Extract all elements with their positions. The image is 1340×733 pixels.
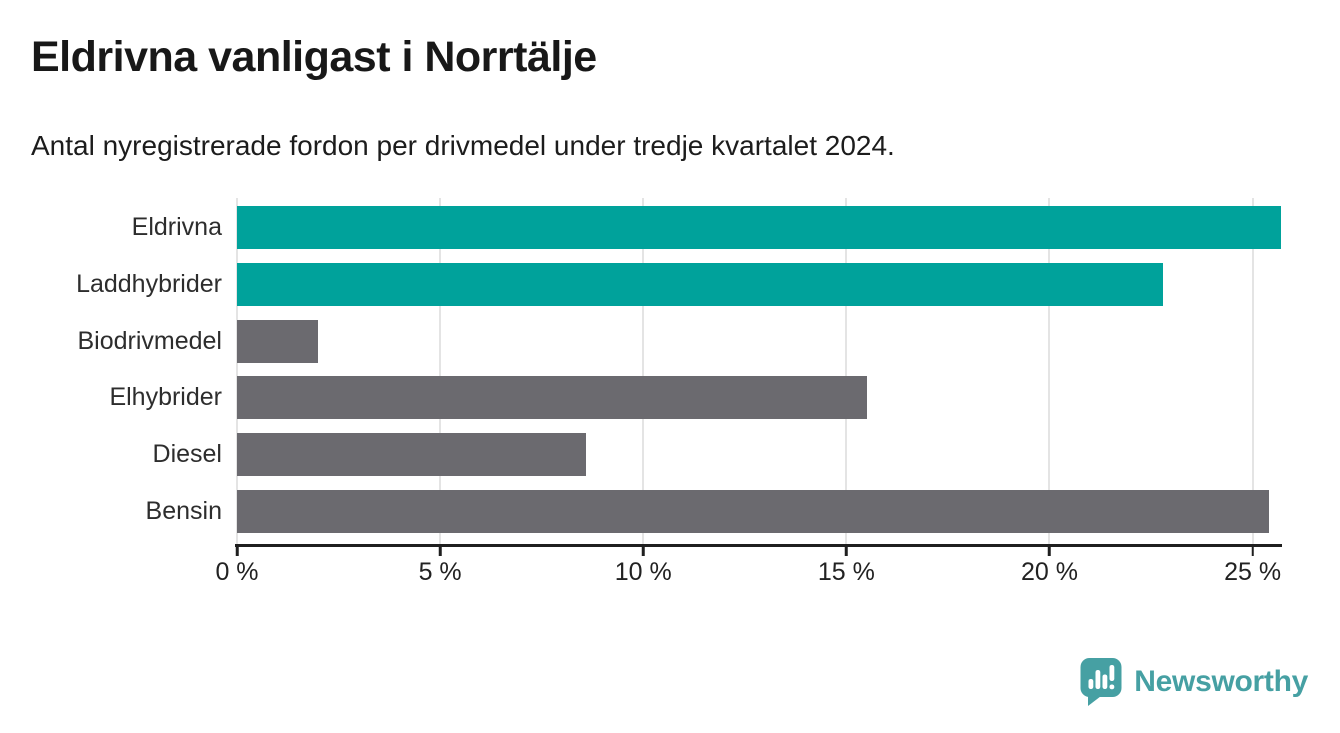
category-label: Diesel xyxy=(152,440,222,469)
newsworthy-bubble-icon xyxy=(1080,658,1122,706)
category-label: Elhybrider xyxy=(109,383,222,412)
category-label: Laddhybrider xyxy=(76,269,222,298)
gridline xyxy=(236,198,238,546)
newsworthy-logo: Newsworthy xyxy=(1079,657,1308,707)
x-axis-tick xyxy=(641,547,645,556)
x-axis-tick xyxy=(1048,547,1051,556)
gridline xyxy=(439,198,442,546)
category-label: Eldrivna xyxy=(131,213,222,241)
x-axis-tick-label: 15 % xyxy=(817,558,875,586)
gridline xyxy=(845,198,848,546)
x-axis-tick-label: 10 % xyxy=(614,558,672,586)
bar-elhybrider xyxy=(237,376,867,420)
bar-laddhybrider xyxy=(237,262,1164,306)
chart-subtitle: Antal nyregistrerade fordon per drivmede… xyxy=(31,130,895,161)
x-axis-tick xyxy=(235,547,239,556)
category-label: Bensin xyxy=(145,497,222,525)
category-label: Biodrivmedel xyxy=(77,326,222,355)
gridline xyxy=(642,198,645,546)
plot-area: 0 % 5 % 10 % 15 % 20 % 25 % xyxy=(215,198,1282,586)
newsworthy-wordmark: Newsworthy xyxy=(1134,665,1308,698)
x-axis-tick xyxy=(438,547,442,556)
x-axis-tick-label: 25 % xyxy=(1224,558,1282,586)
bar-eldrivna xyxy=(237,206,1281,249)
x-axis-line xyxy=(235,544,1282,547)
gridline xyxy=(1048,198,1051,546)
x-axis-tick-label: 20 % xyxy=(1020,558,1078,586)
x-axis-tick-label: 5 % xyxy=(418,558,462,586)
bar-biodrivmedel xyxy=(237,319,319,363)
x-axis-tick xyxy=(1251,547,1254,556)
chart-title: Eldrivna vanligast i Norrtälje xyxy=(31,33,597,81)
bar-diesel xyxy=(237,433,587,477)
x-axis-tick xyxy=(845,547,848,556)
bar-bensin xyxy=(237,490,1269,533)
gridline xyxy=(1251,198,1254,546)
x-axis-tick-label: 0 % xyxy=(215,558,259,586)
y-axis-category-labels: Eldrivna Laddhybrider Biodrivmedel Elhybrid… xyxy=(0,198,222,546)
